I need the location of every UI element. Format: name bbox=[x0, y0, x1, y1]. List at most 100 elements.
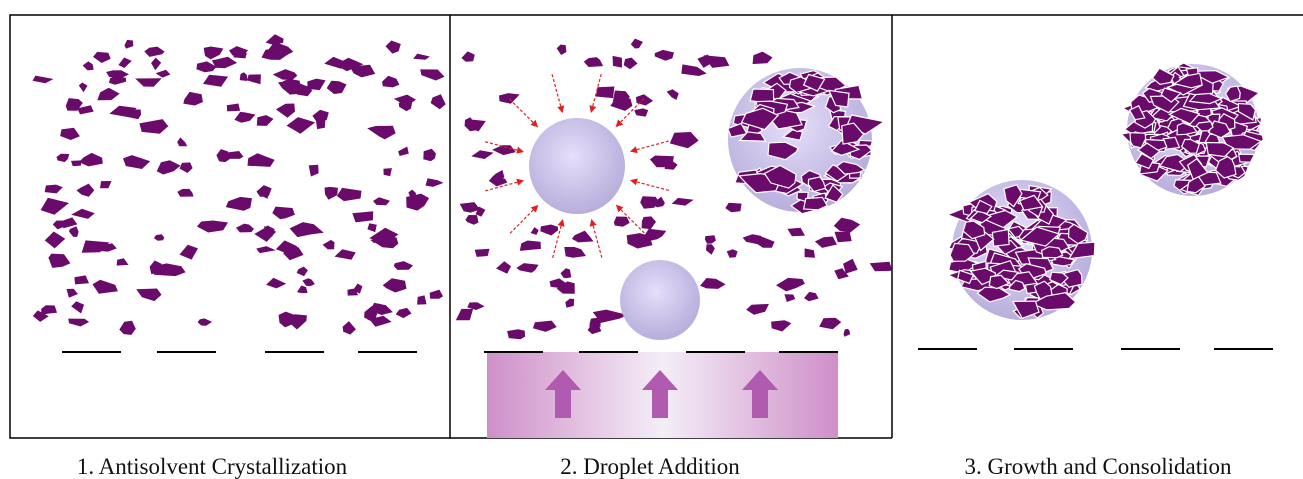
crystal bbox=[257, 115, 274, 126]
crystal bbox=[236, 224, 254, 233]
crystal bbox=[456, 309, 473, 320]
crystal bbox=[367, 223, 376, 232]
crystal bbox=[398, 147, 409, 157]
crystal bbox=[139, 119, 168, 134]
crystal bbox=[316, 119, 326, 129]
crystal bbox=[725, 203, 741, 213]
crystal bbox=[157, 160, 181, 174]
crystal bbox=[382, 76, 399, 88]
crystal bbox=[373, 197, 390, 205]
crystal bbox=[771, 320, 791, 331]
crystal bbox=[323, 240, 335, 250]
crystal bbox=[634, 108, 648, 116]
crystal bbox=[561, 268, 572, 278]
crystal bbox=[41, 198, 69, 215]
crystal bbox=[565, 299, 574, 308]
crystal bbox=[386, 41, 401, 54]
crystal bbox=[394, 261, 413, 270]
crystal bbox=[420, 69, 444, 80]
crystal bbox=[198, 318, 213, 325]
crystal bbox=[1042, 247, 1063, 258]
crystal bbox=[1239, 154, 1255, 162]
crystal bbox=[335, 249, 356, 260]
crystal bbox=[753, 52, 773, 64]
crystal bbox=[655, 50, 674, 61]
crystal bbox=[705, 235, 716, 244]
crystal bbox=[276, 104, 295, 118]
crystal bbox=[499, 93, 520, 104]
crystal bbox=[309, 165, 319, 177]
crystal bbox=[71, 301, 84, 313]
crystal bbox=[520, 241, 541, 251]
caption: 3. Growth and Consolidation bbox=[964, 454, 1232, 479]
crystal bbox=[93, 52, 111, 63]
crystal bbox=[257, 185, 272, 197]
crystal bbox=[272, 207, 295, 220]
crystal bbox=[776, 278, 805, 292]
crystal bbox=[119, 321, 136, 335]
crystal bbox=[97, 88, 119, 101]
crystal bbox=[325, 187, 338, 200]
crystals bbox=[33, 34, 1264, 340]
crystal bbox=[383, 278, 407, 292]
crystal bbox=[151, 58, 161, 71]
crystal bbox=[844, 329, 851, 337]
crystal bbox=[352, 211, 373, 222]
crystal bbox=[430, 290, 443, 299]
crystal bbox=[156, 70, 171, 78]
crystal bbox=[204, 47, 224, 60]
crystal bbox=[33, 76, 54, 84]
crystal bbox=[467, 302, 484, 310]
crystal bbox=[273, 69, 298, 80]
crystal bbox=[557, 45, 567, 55]
crystal bbox=[399, 101, 412, 111]
crystal bbox=[343, 321, 356, 335]
crystal bbox=[266, 278, 286, 289]
crystal bbox=[516, 263, 538, 273]
crystal bbox=[572, 231, 594, 243]
crystal bbox=[135, 78, 162, 87]
crystal bbox=[117, 258, 129, 265]
crystal bbox=[706, 244, 715, 255]
crystal bbox=[144, 47, 164, 57]
crystal bbox=[226, 197, 252, 211]
crystal bbox=[67, 289, 78, 298]
crystal bbox=[413, 54, 430, 60]
surface-dashes bbox=[62, 349, 1273, 352]
crystal bbox=[212, 57, 237, 68]
crystal bbox=[337, 188, 362, 201]
crystal bbox=[496, 261, 511, 273]
crystal bbox=[177, 137, 187, 146]
caption: 1. Antisolvent Crystallization bbox=[77, 454, 348, 479]
crystal bbox=[79, 83, 88, 93]
crystal bbox=[290, 222, 324, 237]
crystal bbox=[417, 295, 426, 304]
crystal bbox=[234, 112, 255, 123]
crystal bbox=[588, 327, 602, 335]
crystal bbox=[71, 209, 95, 219]
crystal bbox=[667, 89, 679, 100]
crystal bbox=[461, 51, 474, 61]
crystal bbox=[614, 217, 630, 227]
crystal bbox=[256, 246, 276, 253]
crystal bbox=[533, 321, 557, 332]
droplet bbox=[620, 260, 700, 340]
crystal bbox=[77, 184, 95, 197]
crystal bbox=[843, 259, 858, 274]
crystal bbox=[746, 304, 769, 315]
crystal bbox=[203, 75, 228, 87]
crystal bbox=[106, 70, 129, 77]
crystal bbox=[815, 237, 837, 248]
crystal bbox=[471, 150, 493, 159]
crystal bbox=[45, 232, 66, 249]
crystal bbox=[426, 178, 444, 187]
crystal bbox=[819, 318, 841, 329]
attraction-arrow bbox=[631, 180, 669, 190]
crystal bbox=[227, 104, 240, 112]
crystal bbox=[124, 40, 133, 49]
crystal bbox=[57, 154, 70, 162]
attraction-arrow bbox=[631, 141, 669, 151]
crystal bbox=[248, 153, 275, 167]
crystal bbox=[93, 280, 118, 294]
crystal bbox=[624, 58, 638, 70]
